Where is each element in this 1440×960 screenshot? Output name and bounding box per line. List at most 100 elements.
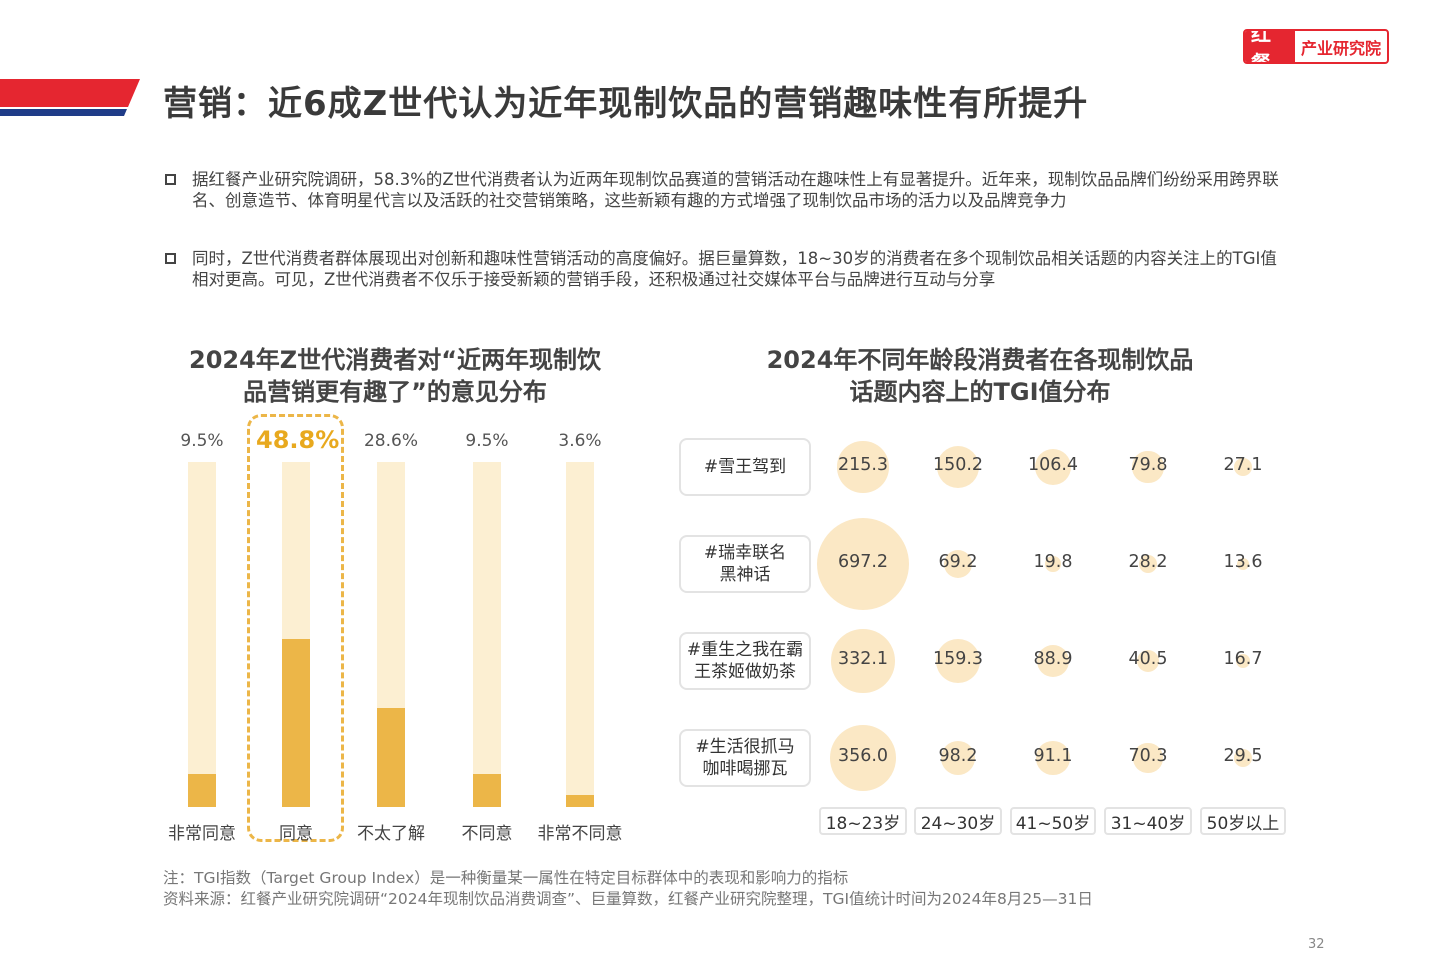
tgi-bubble (1036, 644, 1070, 678)
bar-value-label: 3.6% (558, 431, 602, 451)
logo-institute-text: 产业研究院 (1300, 38, 1381, 58)
bar-track (473, 462, 501, 807)
topic-label: #生活很抓马 咖啡喝挪瓦 (679, 729, 811, 787)
tgi-value-label: 91.1 (1033, 746, 1073, 766)
page-number: 32 (1308, 937, 1325, 952)
bar (377, 708, 405, 807)
bar-value-label: 9.5% (180, 431, 224, 451)
tgi-bubble (837, 441, 889, 493)
bar-track (566, 462, 594, 807)
bubble-chart-title: 2024年不同年龄段消费者在各现制饮品 话题内容上的TGI值分布 (720, 344, 1240, 408)
square-bullet-icon (165, 174, 176, 185)
bar (566, 794, 594, 807)
age-group-label: 50岁以上 (1200, 807, 1286, 835)
tgi-value-label: 88.9 (1033, 649, 1073, 669)
source-note: 资料来源：红餐产业研究院调研“2024年现制饮品消费调查”、巨量算数，红餐产业研… (163, 890, 1093, 908)
tgi-bubble (936, 445, 980, 489)
square-bullet-icon (165, 253, 176, 264)
age-group-label: 18~23岁 (819, 807, 907, 835)
topic-text: #生活很抓马 咖啡喝挪瓦 (695, 736, 794, 780)
tgi-value-label: 70.3 (1128, 746, 1168, 766)
bar (473, 774, 501, 807)
tgi-bubble (1233, 748, 1253, 768)
tgi-bubble (943, 549, 973, 579)
page-title: 营销：近6成Z世代认为近年现制饮品的营销趣味性有所提升 (163, 84, 1089, 124)
topic-text-line: #重生之我在霸 (686, 640, 804, 660)
tgi-bubble (936, 639, 980, 683)
topic-label: #雪王驾到 (679, 438, 811, 496)
tgi-value-label: 27.1 (1223, 455, 1263, 475)
topic-text-line: 黑神话 (719, 565, 771, 585)
tgi-value-label: 150.2 (932, 455, 984, 475)
age-group-label: 31~40岁 (1104, 807, 1192, 835)
tgi-value-label: 28.2 (1128, 552, 1168, 572)
bullet-item: 据红餐产业研究院调研，58.3%的Z世代消费者认为近两年现制饮品赛道的营销活动在… (163, 170, 1283, 211)
topic-text: #重生之我在霸 王茶姬做奶茶 (687, 639, 803, 683)
topic-text-line: 咖啡喝挪瓦 (702, 759, 788, 779)
bullet-item: 同时，Z世代消费者群体展现出对创新和趣味性营销活动的高度偏好。据巨量算数，18~… (163, 249, 1283, 290)
tgi-value-label: 98.2 (938, 746, 978, 766)
header-flag-decoration (0, 79, 140, 116)
bar-value-label: 28.6% (363, 431, 418, 451)
bar-chart-title: 2024年Z世代消费者对“近两年现制饮 品营销更有趣了”的意见分布 (150, 344, 640, 408)
bullet-text: 同时，Z世代消费者群体展现出对创新和趣味性营销活动的高度偏好。据巨量算数，18~… (192, 249, 1277, 289)
logo-brand-text: 红餐 (1245, 31, 1295, 62)
age-group-label: 41~50岁 (1010, 807, 1096, 835)
bullet-text: 据红餐产业研究院调研，58.3%的Z世代消费者认为近两年现制饮品赛道的营销活动在… (192, 170, 1279, 210)
tgi-value-label: 13.6 (1223, 552, 1263, 572)
bar-chart-title-line: 2024年Z世代消费者对“近两年现制饮 (189, 346, 601, 374)
bar-category-label: 非常同意 (168, 824, 236, 844)
tgi-bubble (1045, 556, 1061, 572)
tgi-bubble (1235, 653, 1251, 669)
tgi-value-label: 69.2 (938, 552, 978, 572)
topic-text: #雪王驾到 (704, 456, 786, 478)
highlight-frame (247, 414, 344, 842)
tgi-bubble (1233, 457, 1253, 477)
tgi-bubble (830, 725, 896, 791)
topic-text-line: #瑞幸联名 (703, 543, 787, 563)
tgi-bubble (1132, 451, 1164, 483)
tgi-bubble (1133, 743, 1163, 773)
topic-text: #瑞幸联名 黑神话 (704, 542, 786, 586)
tgi-value-label: 16.7 (1223, 649, 1263, 669)
bar (282, 638, 310, 807)
bar-track (282, 462, 310, 807)
tgi-bubble (1035, 449, 1071, 485)
bar-value-label: 48.8% (256, 426, 340, 454)
tgi-value-label: 356.0 (837, 746, 889, 766)
tgi-bubble (1136, 649, 1160, 673)
tgi-bubble (831, 629, 895, 693)
bar-track (377, 462, 405, 807)
bar-category-label: 同意 (279, 824, 313, 844)
tgi-bubble (940, 740, 976, 776)
tgi-value-label: 332.1 (837, 649, 889, 669)
bar-category-label: 不同意 (461, 824, 513, 844)
tgi-value-label: 19.8 (1033, 552, 1073, 572)
tgi-value-label: 79.8 (1128, 455, 1168, 475)
topic-text-line: #生活很抓马 (695, 737, 795, 757)
bar-value-label: 9.5% (465, 431, 509, 451)
brand-logo: 红餐 产业研究院 (1243, 29, 1389, 64)
tgi-bubble (1138, 554, 1158, 574)
bubble-chart-title-line: 话题内容上的TGI值分布 (849, 378, 1111, 406)
age-group-label: 24~30岁 (914, 807, 1002, 835)
bar-chart-title-line: 品营销更有趣了”的意见分布 (243, 378, 547, 406)
tgi-value-label: 215.3 (837, 455, 889, 475)
tgi-value-label: 697.2 (837, 552, 889, 572)
topic-text-line: #雪王驾到 (703, 457, 787, 477)
topic-label: #重生之我在霸 王茶姬做奶茶 (679, 632, 811, 690)
tgi-value-label: 29.5 (1223, 746, 1263, 766)
bar-category-label: 不太了解 (357, 824, 425, 844)
tgi-bubble (1236, 557, 1250, 571)
tgi-bubble (1036, 741, 1070, 775)
bar (188, 774, 216, 807)
tgi-value-label: 159.3 (932, 649, 984, 669)
footnote: 注：TGI指数（Target Group Index）是一种衡量某一属性在特定目… (163, 869, 849, 887)
tgi-value-label: 40.5 (1128, 649, 1168, 669)
tgi-value-label: 106.4 (1027, 455, 1079, 475)
bar-track (188, 462, 216, 807)
bubble-chart-title-line: 2024年不同年龄段消费者在各现制饮品 (766, 346, 1194, 374)
topic-label: #瑞幸联名 黑神话 (679, 535, 811, 593)
tgi-bubble (817, 518, 909, 610)
topic-text-line: 王茶姬做奶茶 (694, 662, 796, 682)
